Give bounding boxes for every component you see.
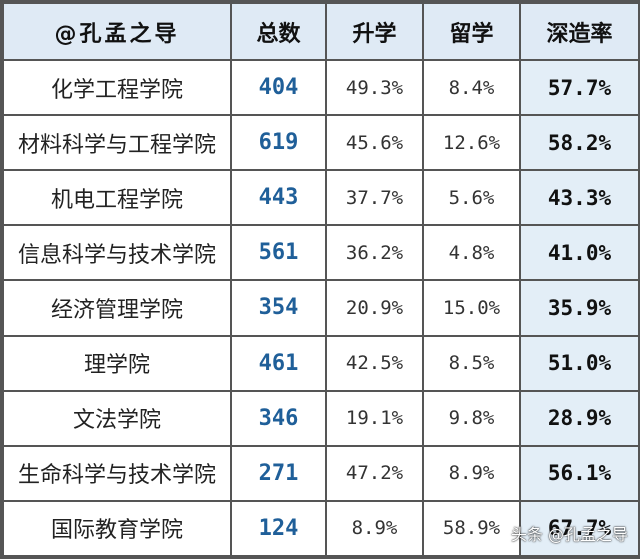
total-cell: 443 [230, 169, 327, 227]
study-abroad-cell: 5.6% [422, 169, 521, 227]
college-name: 国际教育学院 [2, 499, 232, 557]
total-cell: 561 [230, 224, 327, 282]
total-cell: 354 [230, 279, 327, 337]
study-abroad-cell: 15.0% [422, 279, 521, 337]
rate-cell: 43.3% [519, 169, 638, 227]
rate-header: 深造率 [519, 2, 638, 61]
further-study-cell: 37.7% [325, 169, 424, 227]
rate-cell: 57.7% [519, 58, 638, 117]
table-row: 经济管理学院 354 20.9% 15.0% 35.9% [2, 279, 638, 337]
total-cell: 619 [230, 114, 327, 172]
table-row: 生命科学与技术学院 271 47.2% 8.9% 56.1% [2, 444, 638, 502]
total-cell: 461 [230, 334, 327, 392]
college-name: 材料科学与工程学院 [2, 114, 232, 172]
further-study-cell: 19.1% [325, 389, 424, 447]
rate-cell: 35.9% [519, 279, 638, 337]
further-study-cell: 45.6% [325, 114, 424, 172]
further-study-cell: 8.9% [325, 499, 424, 557]
study-abroad-cell: 9.8% [422, 389, 521, 447]
total-cell: 346 [230, 389, 327, 447]
college-name: 经济管理学院 [2, 279, 232, 337]
table-row: 文法学院 346 19.1% 9.8% 28.9% [2, 389, 638, 447]
college-name: 机电工程学院 [2, 169, 232, 227]
further-study-cell: 47.2% [325, 444, 424, 502]
total-header: 总数 [230, 2, 327, 61]
further-study-cell: 49.3% [325, 58, 424, 117]
study-abroad-cell: 4.8% [422, 224, 521, 282]
total-cell: 271 [230, 444, 327, 502]
rate-cell: 41.0% [519, 224, 638, 282]
rate-cell: 56.1% [519, 444, 638, 502]
watermark: 头条 @孔孟之导 [510, 525, 628, 544]
college-name: 化学工程学院 [2, 58, 232, 117]
total-cell: 124 [230, 499, 327, 557]
total-cell: 404 [230, 58, 327, 117]
table-row: 化学工程学院 404 49.3% 8.4% 57.7% [2, 58, 638, 117]
study-abroad-cell: 8.9% [422, 444, 521, 502]
study-abroad-cell: 8.4% [422, 58, 521, 117]
table-row: 材料科学与工程学院 619 45.6% 12.6% 58.2% [2, 114, 638, 172]
college-name: 信息科学与技术学院 [2, 224, 232, 282]
further-study-cell: 42.5% [325, 334, 424, 392]
rate-cell: 51.0% [519, 334, 638, 392]
college-name: 文法学院 [2, 389, 232, 447]
college-name: 生命科学与技术学院 [2, 444, 232, 502]
college-name: 理学院 [2, 334, 232, 392]
table-row: 机电工程学院 443 37.7% 5.6% 43.3% [2, 169, 638, 227]
brand-header: @孔孟之导 [2, 2, 232, 61]
further-study-cell: 36.2% [325, 224, 424, 282]
table-row: 信息科学与技术学院 561 36.2% 4.8% 41.0% [2, 224, 638, 282]
further-study-header: 升学 [325, 2, 424, 61]
further-study-cell: 20.9% [325, 279, 424, 337]
header-row: @孔孟之导 总数 升学 留学 深造率 [2, 2, 638, 61]
study-abroad-header: 留学 [422, 2, 521, 61]
table-row: 国际教育学院 124 8.9% 58.9% 67.7% [2, 499, 638, 557]
rate-cell: 28.9% [519, 389, 638, 447]
study-abroad-cell: 12.6% [422, 114, 521, 172]
study-abroad-cell: 58.9% [422, 499, 521, 557]
rate-cell: 58.2% [519, 114, 638, 172]
study-abroad-cell: 8.5% [422, 334, 521, 392]
rate-cell: 67.7% [519, 499, 638, 557]
table-row: 理学院 461 42.5% 8.5% 51.0% [2, 334, 638, 392]
